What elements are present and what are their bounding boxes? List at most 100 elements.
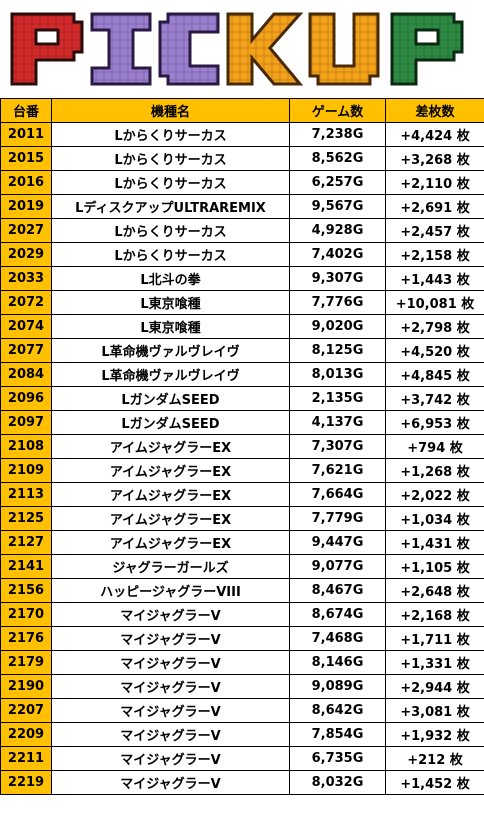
- coin-difference: +1,331 枚: [385, 650, 484, 675]
- machine-number: 2019: [0, 194, 52, 219]
- game-count: 9,020G: [289, 314, 386, 339]
- game-count: 6,735G: [289, 746, 386, 771]
- table-row: 2170 マイジャグラーV 8,674G +2,168 枚: [0, 602, 484, 627]
- table-row: 2156 ハッピージャグラーVIII 8,467G +2,648 枚: [0, 578, 484, 603]
- table-row: 2097 LガンダムSEED 4,137G +6,953 枚: [0, 410, 484, 435]
- table-row: 2125 アイムジャグラーEX 7,779G +1,034 枚: [0, 506, 484, 531]
- model-name: Lからくりサーカス: [51, 122, 290, 147]
- model-name: マイジャグラーV: [51, 650, 290, 675]
- game-count: 4,928G: [289, 218, 386, 243]
- machine-number: 2219: [0, 770, 52, 795]
- machine-number: 2015: [0, 146, 52, 171]
- model-name: マイジャグラーV: [51, 722, 290, 747]
- model-name: Lからくりサーカス: [51, 146, 290, 171]
- coin-difference: +1,711 枚: [385, 626, 484, 651]
- coin-difference: +2,648 枚: [385, 578, 484, 603]
- coin-difference: +2,110 枚: [385, 170, 484, 195]
- model-name: マイジャグラーV: [51, 746, 290, 771]
- pickup-logo: [10, 12, 464, 86]
- coin-difference: +212 枚: [385, 746, 484, 771]
- table-row: 2108 アイムジャグラーEX 7,307G +794 枚: [0, 434, 484, 459]
- table-row: 2019 LディスクアップULTRAREMIX 9,567G +2,691 枚: [0, 194, 484, 219]
- game-count: 9,307G: [289, 266, 386, 291]
- coin-difference: +4,424 枚: [385, 122, 484, 147]
- table-row: 2084 L革命機ヴァルヴレイヴ 8,013G +4,845 枚: [0, 362, 484, 387]
- machine-number: 2108: [0, 434, 52, 459]
- model-name: ハッピージャグラーVIII: [51, 578, 290, 603]
- table-row: 2207 マイジャグラーV 8,642G +3,081 枚: [0, 698, 484, 723]
- machine-number: 2113: [0, 482, 52, 507]
- table-body: 2011 Lからくりサーカス 7,238G +4,424 枚 2015 Lからくりサーカス…: [0, 122, 484, 795]
- table-row: 2096 LガンダムSEED 2,135G +3,742 枚: [0, 386, 484, 411]
- table-row: 2033 L北斗の拳 9,307G +1,443 枚: [0, 266, 484, 291]
- machine-number: 2141: [0, 554, 52, 579]
- game-count: 8,562G: [289, 146, 386, 171]
- game-count: 7,402G: [289, 242, 386, 267]
- game-count: 4,137G: [289, 410, 386, 435]
- table-row: 2072 L東京喰種 7,776G +10,081 枚: [0, 290, 484, 315]
- coin-difference: +4,520 枚: [385, 338, 484, 363]
- model-name: マイジャグラーV: [51, 770, 290, 795]
- model-name: アイムジャグラーEX: [51, 482, 290, 507]
- machine-number: 2176: [0, 626, 52, 651]
- machine-number: 2016: [0, 170, 52, 195]
- table-row: 2176 マイジャグラーV 7,468G +1,711 枚: [0, 626, 484, 651]
- model-name: L東京喰種: [51, 314, 290, 339]
- header-number: 台番: [0, 98, 52, 123]
- game-count: 8,013G: [289, 362, 386, 387]
- coin-difference: +2,798 枚: [385, 314, 484, 339]
- coin-difference: +4,845 枚: [385, 362, 484, 387]
- model-name: L革命機ヴァルヴレイヴ: [51, 362, 290, 387]
- coin-difference: +794 枚: [385, 434, 484, 459]
- table-header-row: 台番 機種名 ゲーム数 差枚数: [0, 98, 484, 123]
- machine-number: 2072: [0, 290, 52, 315]
- letter-p-red: [10, 12, 84, 86]
- coin-difference: +2,457 枚: [385, 218, 484, 243]
- model-name: アイムジャグラーEX: [51, 434, 290, 459]
- coin-difference: +1,452 枚: [385, 770, 484, 795]
- coin-difference: +6,953 枚: [385, 410, 484, 435]
- coin-difference: +1,443 枚: [385, 266, 484, 291]
- letter-i-purple: [90, 12, 152, 86]
- model-name: ジャグラーガールズ: [51, 554, 290, 579]
- coin-difference: +10,081 枚: [385, 290, 484, 315]
- table-row: 2141 ジャグラーガールズ 9,077G +1,105 枚: [0, 554, 484, 579]
- game-count: 8,146G: [289, 650, 386, 675]
- machine-number: 2190: [0, 674, 52, 699]
- coin-difference: +2,691 枚: [385, 194, 484, 219]
- model-name: マイジャグラーV: [51, 626, 290, 651]
- game-count: 8,467G: [289, 578, 386, 603]
- game-count: 8,032G: [289, 770, 386, 795]
- coin-difference: +2,168 枚: [385, 602, 484, 627]
- coin-difference: +1,268 枚: [385, 458, 484, 483]
- game-count: 7,664G: [289, 482, 386, 507]
- game-count: 7,621G: [289, 458, 386, 483]
- game-count: 7,468G: [289, 626, 386, 651]
- pickup-banner: [0, 0, 484, 97]
- game-count: 6,257G: [289, 170, 386, 195]
- coin-difference: +3,742 枚: [385, 386, 484, 411]
- machine-number: 2156: [0, 578, 52, 603]
- machine-number: 2029: [0, 242, 52, 267]
- game-count: 7,776G: [289, 290, 386, 315]
- letter-u-orange: [308, 12, 380, 86]
- model-name: マイジャグラーV: [51, 698, 290, 723]
- machine-number: 2077: [0, 338, 52, 363]
- machine-number: 2109: [0, 458, 52, 483]
- game-count: 9,089G: [289, 674, 386, 699]
- coin-difference: +1,932 枚: [385, 722, 484, 747]
- model-name: L革命機ヴァルヴレイヴ: [51, 338, 290, 363]
- header-diff: 差枚数: [385, 98, 484, 123]
- game-count: 7,779G: [289, 506, 386, 531]
- model-name: L東京喰種: [51, 290, 290, 315]
- header-model: 機種名: [51, 98, 290, 123]
- coin-difference: +2,022 枚: [385, 482, 484, 507]
- model-name: アイムジャグラーEX: [51, 530, 290, 555]
- machine-number: 2170: [0, 602, 52, 627]
- model-name: Lからくりサーカス: [51, 218, 290, 243]
- machine-number: 2179: [0, 650, 52, 675]
- table-row: 2077 L革命機ヴァルヴレイヴ 8,125G +4,520 枚: [0, 338, 484, 363]
- table-row: 2016 Lからくりサーカス 6,257G +2,110 枚: [0, 170, 484, 195]
- machine-number: 2027: [0, 218, 52, 243]
- table-row: 2109 アイムジャグラーEX 7,621G +1,268 枚: [0, 458, 484, 483]
